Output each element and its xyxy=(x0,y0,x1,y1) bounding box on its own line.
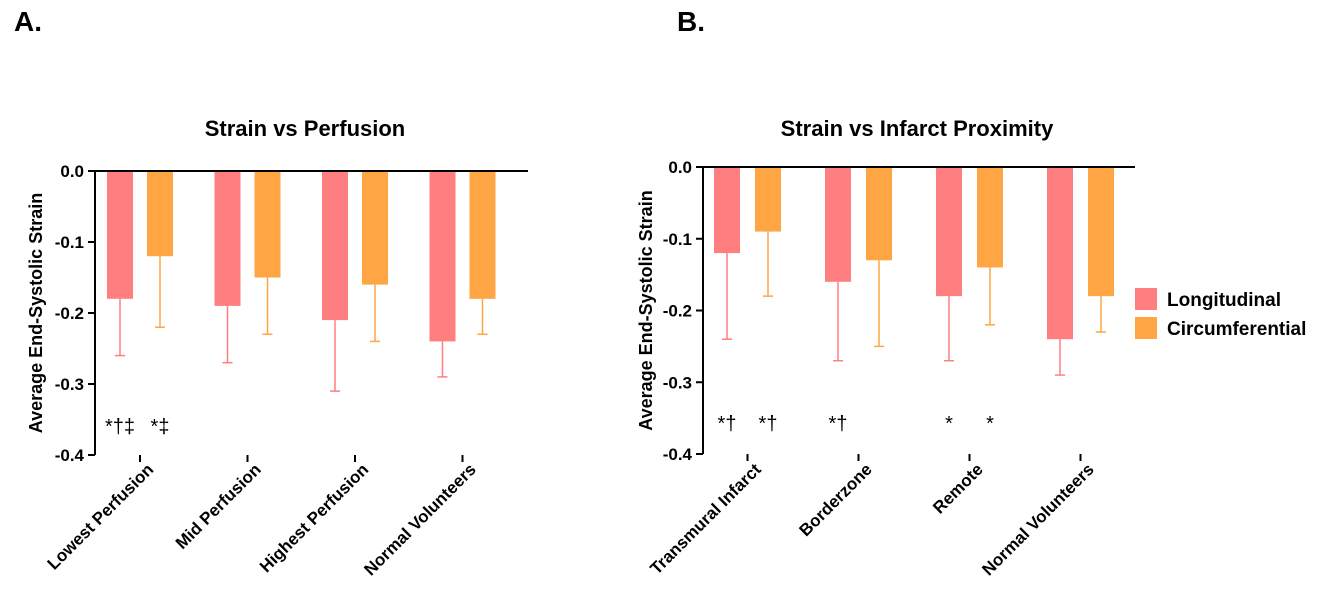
chart-a-x-tick-label: Normal Volunteers xyxy=(360,460,479,579)
chart-b-significance-marker: * xyxy=(945,413,953,435)
chart-b-x-tick-label: Transmural Infarct xyxy=(646,460,765,579)
chart-b-y-tick-label: -0.2 xyxy=(663,302,692,321)
chart-a-bar xyxy=(254,171,281,278)
chart-b-bar xyxy=(977,167,1003,268)
legend-label-circumferential: Circumferential xyxy=(1167,319,1306,340)
chart-a-y-tick-label: -0.3 xyxy=(55,375,84,394)
chart-b-significance-marker: *† xyxy=(759,413,778,435)
chart-b-bar xyxy=(1088,167,1114,297)
chart-a-bar xyxy=(214,171,241,306)
chart-a-x-tick-label: Mid Perfusion xyxy=(172,460,265,553)
chart-b-y-axis-label: Average End-Systolic Strain xyxy=(636,190,656,430)
chart-b-y-tick-label: 0.0 xyxy=(668,158,692,177)
legend-swatch-longitudinal xyxy=(1135,288,1157,310)
chart-b-bar xyxy=(714,167,740,254)
chart-b-x-tick-label: Borderzone xyxy=(796,460,876,540)
chart-b-bar xyxy=(755,167,781,232)
chart-b-x-tick-label: Remote xyxy=(929,460,987,518)
legend-label-longitudinal: Longitudinal xyxy=(1167,290,1281,311)
chart-a-bar xyxy=(322,171,348,321)
chart-a-x-tick-label: Highest Perfusion xyxy=(256,460,372,576)
chart-a-bar xyxy=(147,171,173,257)
chart-b-y-tick-label: -0.3 xyxy=(663,373,692,392)
chart-a-bar xyxy=(469,171,496,299)
chart-a-bar xyxy=(429,171,456,342)
chart-a-y-tick-label: 0.0 xyxy=(60,162,84,181)
chart-b-y-tick-label: -0.4 xyxy=(663,445,693,464)
chart-a-significance-marker: *†‡ xyxy=(105,416,135,438)
chart-a-title: Strain vs Perfusion xyxy=(205,116,406,141)
chart-a-y-axis-label: Average End-Systolic Strain xyxy=(26,193,46,433)
chart-b-bar xyxy=(936,167,962,297)
legend-swatch-circumferential xyxy=(1135,317,1157,339)
panel-label-a: A. xyxy=(14,6,42,37)
chart-b-title: Strain vs Infarct Proximity xyxy=(781,116,1054,141)
chart-b-bar xyxy=(825,167,851,282)
chart-a-bar xyxy=(362,171,388,285)
chart-b-significance-marker: *† xyxy=(718,413,737,435)
chart-b-x-tick-label: Normal Volunteers xyxy=(978,460,1097,579)
chart-b-y-tick-label: -0.1 xyxy=(663,230,692,249)
chart-a-bar xyxy=(107,171,133,299)
chart-a-significance-marker: *‡ xyxy=(151,416,170,438)
chart-a-y-tick-label: -0.2 xyxy=(55,304,84,323)
chart-b-bar xyxy=(866,167,892,261)
panel-label-b: B. xyxy=(677,6,705,37)
chart-a-y-tick-label: -0.4 xyxy=(55,446,85,465)
chart-b-significance-marker: *† xyxy=(829,413,848,435)
chart-b-bar xyxy=(1047,167,1073,340)
chart-b-significance-marker: * xyxy=(986,413,994,435)
chart-a-y-tick-label: -0.1 xyxy=(55,233,84,252)
chart-a-x-tick-label: Lowest Perfusion xyxy=(44,460,158,574)
